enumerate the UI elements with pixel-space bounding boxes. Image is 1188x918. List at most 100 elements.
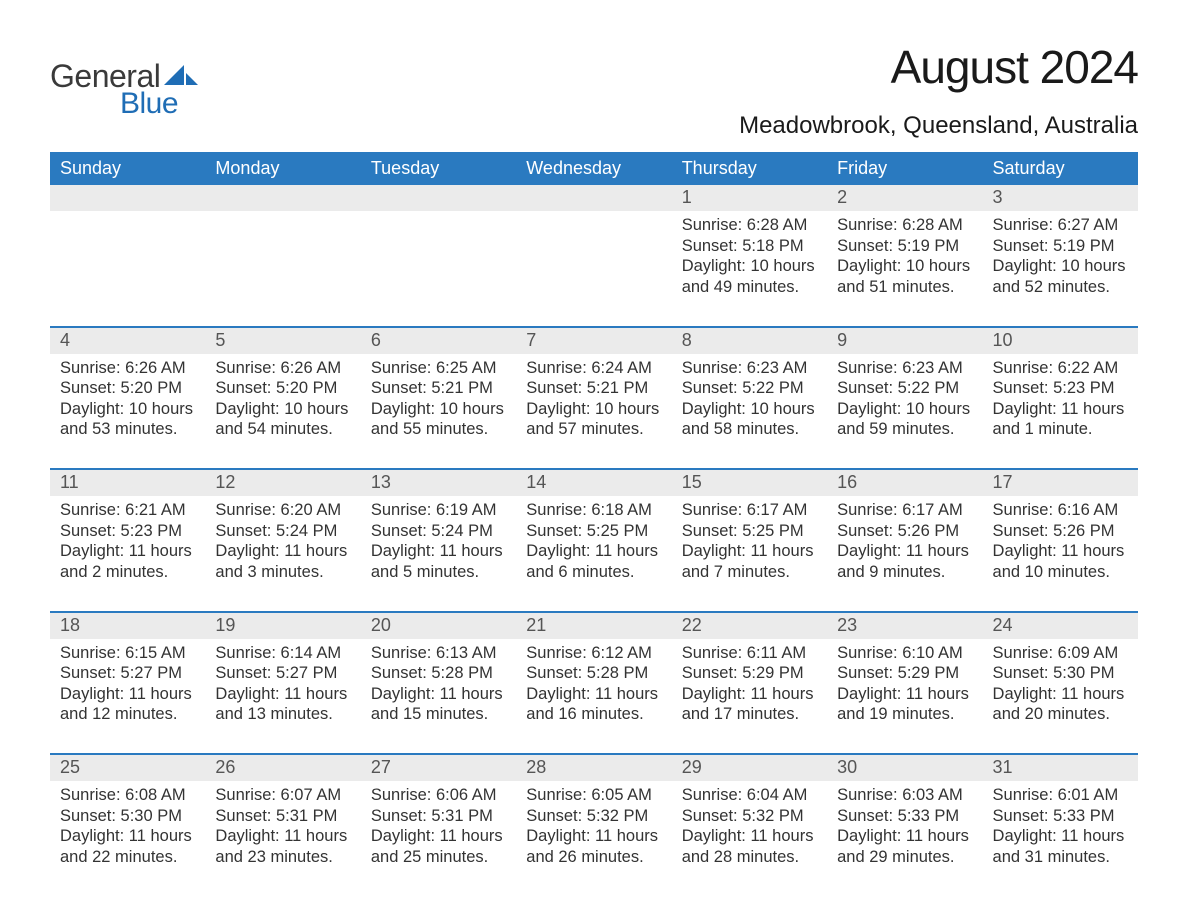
day-body: Sunrise: 6:28 AMSunset: 5:18 PMDaylight:… [672, 211, 827, 326]
day-info-line: Sunset: 5:21 PM [371, 378, 506, 399]
day-info-line: Daylight: 11 hours and 31 minutes. [993, 826, 1128, 867]
day-number: 6 [361, 328, 516, 354]
day-body: Sunrise: 6:17 AMSunset: 5:25 PMDaylight:… [672, 496, 827, 611]
day-info-line: Sunrise: 6:10 AM [837, 643, 972, 664]
title-block: August 2024 Meadowbrook, Queensland, Aus… [739, 40, 1138, 140]
day-body [205, 211, 360, 311]
day-header-row: Sunday Monday Tuesday Wednesday Thursday… [50, 152, 1138, 185]
calendar-table: Sunday Monday Tuesday Wednesday Thursday… [50, 152, 1138, 896]
calendar-day-cell: 4Sunrise: 6:26 AMSunset: 5:20 PMDaylight… [50, 327, 205, 470]
day-body: Sunrise: 6:04 AMSunset: 5:32 PMDaylight:… [672, 781, 827, 896]
day-header: Sunday [50, 152, 205, 185]
calendar-day-cell: 10Sunrise: 6:22 AMSunset: 5:23 PMDayligh… [983, 327, 1138, 470]
day-number [50, 185, 205, 211]
day-number: 12 [205, 470, 360, 496]
day-number: 31 [983, 755, 1138, 781]
day-info-line: Daylight: 11 hours and 17 minutes. [682, 684, 817, 725]
calendar-day-cell: 15Sunrise: 6:17 AMSunset: 5:25 PMDayligh… [672, 469, 827, 612]
day-info-line: Sunset: 5:23 PM [60, 521, 195, 542]
calendar-day-cell: 22Sunrise: 6:11 AMSunset: 5:29 PMDayligh… [672, 612, 827, 755]
location-subtitle: Meadowbrook, Queensland, Australia [739, 112, 1138, 140]
day-info-line: Sunset: 5:27 PM [215, 663, 350, 684]
day-info-line: Daylight: 11 hours and 5 minutes. [371, 541, 506, 582]
day-number [516, 185, 671, 211]
day-info-line: Sunrise: 6:18 AM [526, 500, 661, 521]
day-info-line: Sunrise: 6:06 AM [371, 785, 506, 806]
calendar-day-cell: 14Sunrise: 6:18 AMSunset: 5:25 PMDayligh… [516, 469, 671, 612]
day-info-line: Daylight: 11 hours and 16 minutes. [526, 684, 661, 725]
calendar-week-row: 11Sunrise: 6:21 AMSunset: 5:23 PMDayligh… [50, 469, 1138, 612]
day-body [516, 211, 671, 311]
day-info-line: Daylight: 10 hours and 53 minutes. [60, 399, 195, 440]
calendar-day-cell: 31Sunrise: 6:01 AMSunset: 5:33 PMDayligh… [983, 754, 1138, 896]
day-info-line: Daylight: 11 hours and 28 minutes. [682, 826, 817, 867]
day-header: Wednesday [516, 152, 671, 185]
day-info-line: Sunset: 5:22 PM [837, 378, 972, 399]
day-info-line: Sunrise: 6:13 AM [371, 643, 506, 664]
calendar-day-cell: 17Sunrise: 6:16 AMSunset: 5:26 PMDayligh… [983, 469, 1138, 612]
day-info-line: Sunrise: 6:20 AM [215, 500, 350, 521]
day-info-line: Daylight: 10 hours and 58 minutes. [682, 399, 817, 440]
day-body: Sunrise: 6:15 AMSunset: 5:27 PMDaylight:… [50, 639, 205, 754]
day-body: Sunrise: 6:23 AMSunset: 5:22 PMDaylight:… [827, 354, 982, 469]
day-info-line: Daylight: 11 hours and 3 minutes. [215, 541, 350, 582]
calendar-day-cell: 6Sunrise: 6:25 AMSunset: 5:21 PMDaylight… [361, 327, 516, 470]
day-info-line: Sunset: 5:29 PM [682, 663, 817, 684]
day-number: 24 [983, 613, 1138, 639]
calendar-day-cell: 25Sunrise: 6:08 AMSunset: 5:30 PMDayligh… [50, 754, 205, 896]
day-info-line: Sunrise: 6:03 AM [837, 785, 972, 806]
day-info-line: Sunrise: 6:17 AM [837, 500, 972, 521]
day-info-line: Sunset: 5:24 PM [215, 521, 350, 542]
calendar-day-cell: 29Sunrise: 6:04 AMSunset: 5:32 PMDayligh… [672, 754, 827, 896]
calendar-day-cell: 27Sunrise: 6:06 AMSunset: 5:31 PMDayligh… [361, 754, 516, 896]
day-body: Sunrise: 6:10 AMSunset: 5:29 PMDaylight:… [827, 639, 982, 754]
day-info-line: Sunrise: 6:24 AM [526, 358, 661, 379]
day-info-line: Sunrise: 6:04 AM [682, 785, 817, 806]
calendar-day-cell: 19Sunrise: 6:14 AMSunset: 5:27 PMDayligh… [205, 612, 360, 755]
day-info-line: Daylight: 10 hours and 55 minutes. [371, 399, 506, 440]
day-number: 18 [50, 613, 205, 639]
day-info-line: Daylight: 11 hours and 15 minutes. [371, 684, 506, 725]
day-info-line: Sunrise: 6:22 AM [993, 358, 1128, 379]
day-info-line: Daylight: 11 hours and 12 minutes. [60, 684, 195, 725]
day-info-line: Daylight: 11 hours and 22 minutes. [60, 826, 195, 867]
calendar-day-cell: 3Sunrise: 6:27 AMSunset: 5:19 PMDaylight… [983, 185, 1138, 327]
calendar-day-cell: 18Sunrise: 6:15 AMSunset: 5:27 PMDayligh… [50, 612, 205, 755]
calendar-day-cell: 24Sunrise: 6:09 AMSunset: 5:30 PMDayligh… [983, 612, 1138, 755]
day-body: Sunrise: 6:05 AMSunset: 5:32 PMDaylight:… [516, 781, 671, 896]
day-info-line: Sunrise: 6:09 AM [993, 643, 1128, 664]
day-info-line: Sunrise: 6:17 AM [682, 500, 817, 521]
day-info-line: Sunset: 5:26 PM [993, 521, 1128, 542]
day-info-line: Sunrise: 6:26 AM [215, 358, 350, 379]
day-number: 8 [672, 328, 827, 354]
day-number: 10 [983, 328, 1138, 354]
calendar-day-cell: 23Sunrise: 6:10 AMSunset: 5:29 PMDayligh… [827, 612, 982, 755]
day-number: 26 [205, 755, 360, 781]
day-body: Sunrise: 6:11 AMSunset: 5:29 PMDaylight:… [672, 639, 827, 754]
day-info-line: Sunset: 5:25 PM [526, 521, 661, 542]
day-body: Sunrise: 6:24 AMSunset: 5:21 PMDaylight:… [516, 354, 671, 469]
day-number: 30 [827, 755, 982, 781]
day-info-line: Daylight: 11 hours and 2 minutes. [60, 541, 195, 582]
day-info-line: Sunset: 5:26 PM [837, 521, 972, 542]
day-info-line: Daylight: 11 hours and 6 minutes. [526, 541, 661, 582]
logo: General Blue [50, 40, 198, 121]
day-info-line: Sunrise: 6:26 AM [60, 358, 195, 379]
day-body [361, 211, 516, 311]
calendar-week-row: 25Sunrise: 6:08 AMSunset: 5:30 PMDayligh… [50, 754, 1138, 896]
day-info-line: Daylight: 10 hours and 51 minutes. [837, 256, 972, 297]
day-info-line: Daylight: 10 hours and 54 minutes. [215, 399, 350, 440]
day-number: 2 [827, 185, 982, 211]
day-header: Friday [827, 152, 982, 185]
day-number: 23 [827, 613, 982, 639]
day-info-line: Sunrise: 6:15 AM [60, 643, 195, 664]
calendar-day-cell: 1Sunrise: 6:28 AMSunset: 5:18 PMDaylight… [672, 185, 827, 327]
day-info-line: Sunset: 5:28 PM [526, 663, 661, 684]
calendar-week-row: 4Sunrise: 6:26 AMSunset: 5:20 PMDaylight… [50, 327, 1138, 470]
day-body: Sunrise: 6:07 AMSunset: 5:31 PMDaylight:… [205, 781, 360, 896]
calendar-day-cell: 5Sunrise: 6:26 AMSunset: 5:20 PMDaylight… [205, 327, 360, 470]
day-number: 17 [983, 470, 1138, 496]
day-info-line: Sunset: 5:30 PM [993, 663, 1128, 684]
day-info-line: Sunrise: 6:11 AM [682, 643, 817, 664]
day-info-line: Daylight: 11 hours and 10 minutes. [993, 541, 1128, 582]
